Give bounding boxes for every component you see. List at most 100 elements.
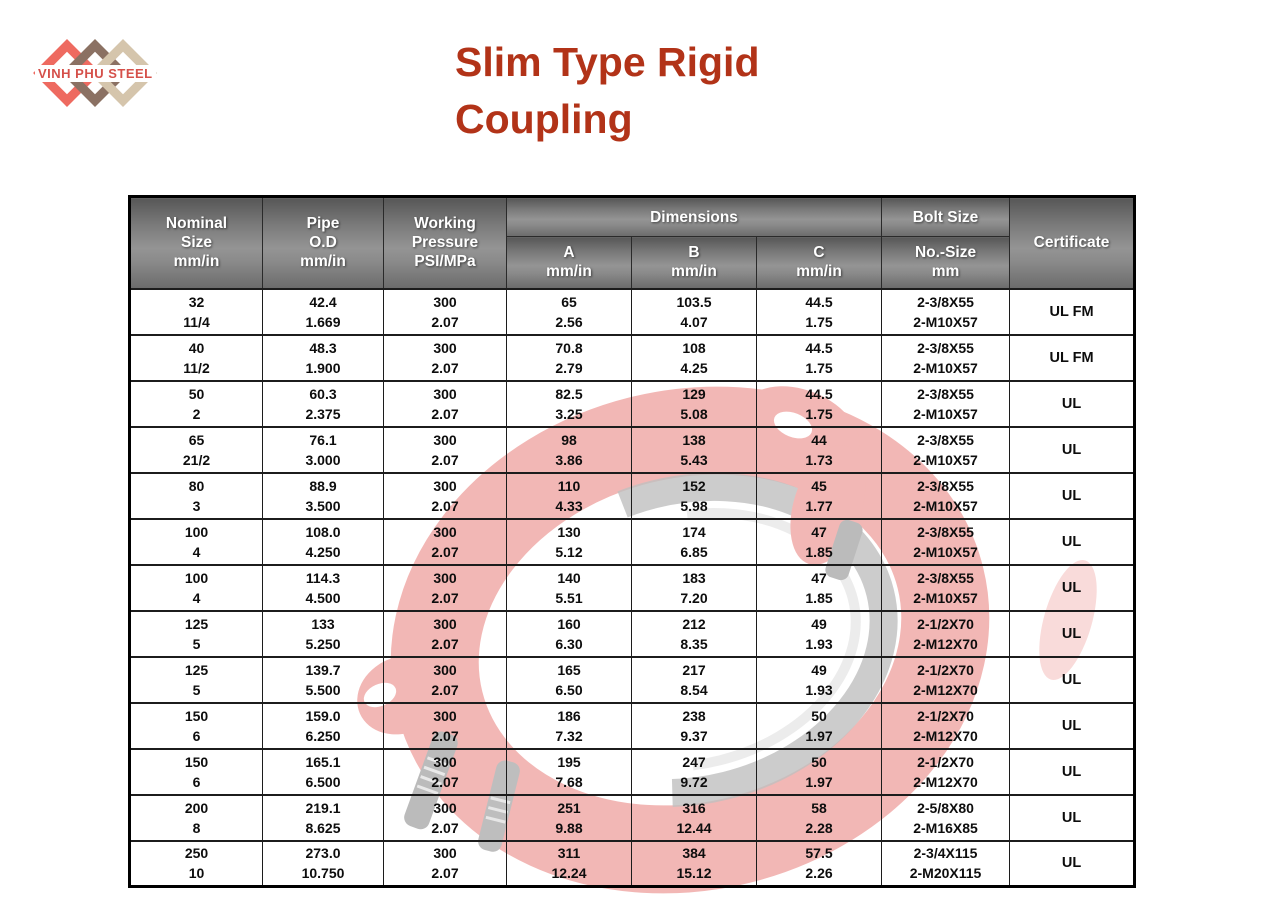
header-pipe-od: Pipe O.D mm/in <box>262 196 384 289</box>
table-cell: 300 2.07 <box>383 655 507 704</box>
table-cell: 42.4 1.669 <box>262 287 384 336</box>
header-bolt-size: Bolt Size <box>881 196 1011 237</box>
table-cell: 44.5 1.75 <box>755 287 883 336</box>
header-dimensions: Dimensions <box>505 196 883 237</box>
table-row: 65 21/2 76.1 3.000 300 2.07 98 3.86 138 5.43… <box>129 425 1136 474</box>
table-cell: 200 8 <box>129 793 263 842</box>
table-cell: 47 1.85 <box>755 563 883 612</box>
coupling-spec-table: Nominal Size mm/in Pipe O.D mm/in Workin… <box>128 195 1137 888</box>
table-cell: 57.5 2.26 <box>755 839 883 888</box>
table-cell: 212 8.35 <box>631 609 757 658</box>
table-cell: 2-3/4X115 2-M20X115 <box>881 839 1011 888</box>
table-cell: 125 5 <box>129 609 263 658</box>
certificate-cell: UL <box>1009 609 1136 658</box>
table-row: 125 5 139.7 5.500 300 2.07 165 6.50 217 8.54… <box>129 655 1136 704</box>
table-cell: 110 4.33 <box>506 471 632 520</box>
table-cell: 47 1.85 <box>755 517 883 566</box>
table-cell: 50 1.97 <box>755 701 883 750</box>
table-cell: 76.1 3.000 <box>262 425 384 474</box>
certificate-cell: UL <box>1009 425 1136 474</box>
table-cell: 250 10 <box>129 839 263 888</box>
table-cell: 311 12.24 <box>506 839 632 888</box>
table-cell: 195 7.68 <box>506 747 632 796</box>
certificate-cell: UL <box>1009 563 1136 612</box>
certificate-cell: UL <box>1009 471 1136 520</box>
table-row: 80 3 88.9 3.500 300 2.07 110 4.33 152 5.98 45… <box>129 471 1136 520</box>
table-cell: 70.8 2.79 <box>506 333 632 382</box>
table-cell: 150 6 <box>129 747 263 796</box>
table-cell: 300 2.07 <box>383 839 507 888</box>
table-cell: 80 3 <box>129 471 263 520</box>
table-cell: 273.0 10.750 <box>262 839 384 888</box>
table-cell: 2-3/8X55 2-M10X57 <box>881 563 1011 612</box>
table-row: 100 4 114.3 4.500 300 2.07 140 5.51 183 7.20… <box>129 563 1136 612</box>
table-cell: 140 5.51 <box>506 563 632 612</box>
table-cell: 32 11/4 <box>129 287 263 336</box>
table-cell: 300 2.07 <box>383 379 507 428</box>
header-bolt-no-size: No.-Size mm <box>881 236 1011 289</box>
table-cell: 2-1/2X70 2-M12X70 <box>881 701 1011 750</box>
table-cell: 50 2 <box>129 379 263 428</box>
table-row: 100 4 108.0 4.250 300 2.07 130 5.12 174 6.85… <box>129 517 1136 566</box>
table-cell: 40 11/2 <box>129 333 263 382</box>
header-dim-b: B mm/in <box>631 236 757 289</box>
table-cell: 300 2.07 <box>383 425 507 474</box>
page-title: Slim Type Rigid Coupling <box>455 34 760 148</box>
header-nominal-size: Nominal Size mm/in <box>129 196 263 289</box>
certificate-cell: UL <box>1009 701 1136 750</box>
table-cell: 100 4 <box>129 563 263 612</box>
certificate-cell: UL FM <box>1009 333 1136 382</box>
table-cell: 82.5 3.25 <box>506 379 632 428</box>
table-cell: 44 1.73 <box>755 425 883 474</box>
logo-text: VINH PHU STEEL <box>35 65 156 82</box>
table-cell: 45 1.77 <box>755 471 883 520</box>
table-cell: 300 2.07 <box>383 563 507 612</box>
table-cell: 300 2.07 <box>383 701 507 750</box>
table-cell: 247 9.72 <box>631 747 757 796</box>
table-row: 150 6 165.1 6.500 300 2.07 195 7.68 247 9.72… <box>129 747 1136 796</box>
table-row: 150 6 159.0 6.250 300 2.07 186 7.32 238 9.37… <box>129 701 1136 750</box>
table-cell: 152 5.98 <box>631 471 757 520</box>
table-row: 40 11/2 48.3 1.900 300 2.07 70.8 2.79 108 4.… <box>129 333 1136 382</box>
table-cell: 186 7.32 <box>506 701 632 750</box>
table-cell: 108 4.25 <box>631 333 757 382</box>
table-row: 50 2 60.3 2.375 300 2.07 82.5 3.25 129 5.08 4… <box>129 379 1136 428</box>
table-cell: 174 6.85 <box>631 517 757 566</box>
vinh-phu-steel-logo: VINH PHU STEEL <box>33 36 173 116</box>
table-cell: 44.5 1.75 <box>755 379 883 428</box>
table-cell: 88.9 3.500 <box>262 471 384 520</box>
table-cell: 165.1 6.500 <box>262 747 384 796</box>
table-cell: 100 4 <box>129 517 263 566</box>
table-cell: 125 5 <box>129 655 263 704</box>
page-title-line2: Coupling <box>455 96 633 142</box>
table-cell: 217 8.54 <box>631 655 757 704</box>
header-dim-c: C mm/in <box>755 236 883 289</box>
table-cell: 2-3/8X55 2-M10X57 <box>881 287 1011 336</box>
table-cell: 139.7 5.500 <box>262 655 384 704</box>
table-cell: 2-3/8X55 2-M10X57 <box>881 471 1011 520</box>
table-cell: 300 2.07 <box>383 471 507 520</box>
table-cell: 251 9.88 <box>506 793 632 842</box>
table-cell: 238 9.37 <box>631 701 757 750</box>
table-cell: 165 6.50 <box>506 655 632 704</box>
table-cell: 114.3 4.500 <box>262 563 384 612</box>
table-cell: 2-1/2X70 2-M12X70 <box>881 747 1011 796</box>
table-row: 32 11/4 42.4 1.669 300 2.07 65 2.56 103.5 4.… <box>129 287 1136 336</box>
table-cell: 300 2.07 <box>383 609 507 658</box>
table-cell: 2-3/8X55 2-M10X57 <box>881 425 1011 474</box>
table-cell: 65 2.56 <box>506 287 632 336</box>
table-cell: 300 2.07 <box>383 747 507 796</box>
table-cell: 98 3.86 <box>506 425 632 474</box>
certificate-cell: UL <box>1009 655 1136 704</box>
table-header: Nominal Size mm/in Pipe O.D mm/in Workin… <box>129 196 1136 289</box>
table-row: 250 10 273.0 10.750 300 2.07 311 12.24 384 1… <box>129 839 1136 888</box>
table-cell: 108.0 4.250 <box>262 517 384 566</box>
table-cell: 58 2.28 <box>755 793 883 842</box>
table-cell: 384 15.12 <box>631 839 757 888</box>
table-cell: 65 21/2 <box>129 425 263 474</box>
table-cell: 129 5.08 <box>631 379 757 428</box>
table-cell: 316 12.44 <box>631 793 757 842</box>
table-cell: 2-5/8X80 2-M16X85 <box>881 793 1011 842</box>
header-dim-a: A mm/in <box>506 236 632 289</box>
table-cell: 103.5 4.07 <box>631 287 757 336</box>
